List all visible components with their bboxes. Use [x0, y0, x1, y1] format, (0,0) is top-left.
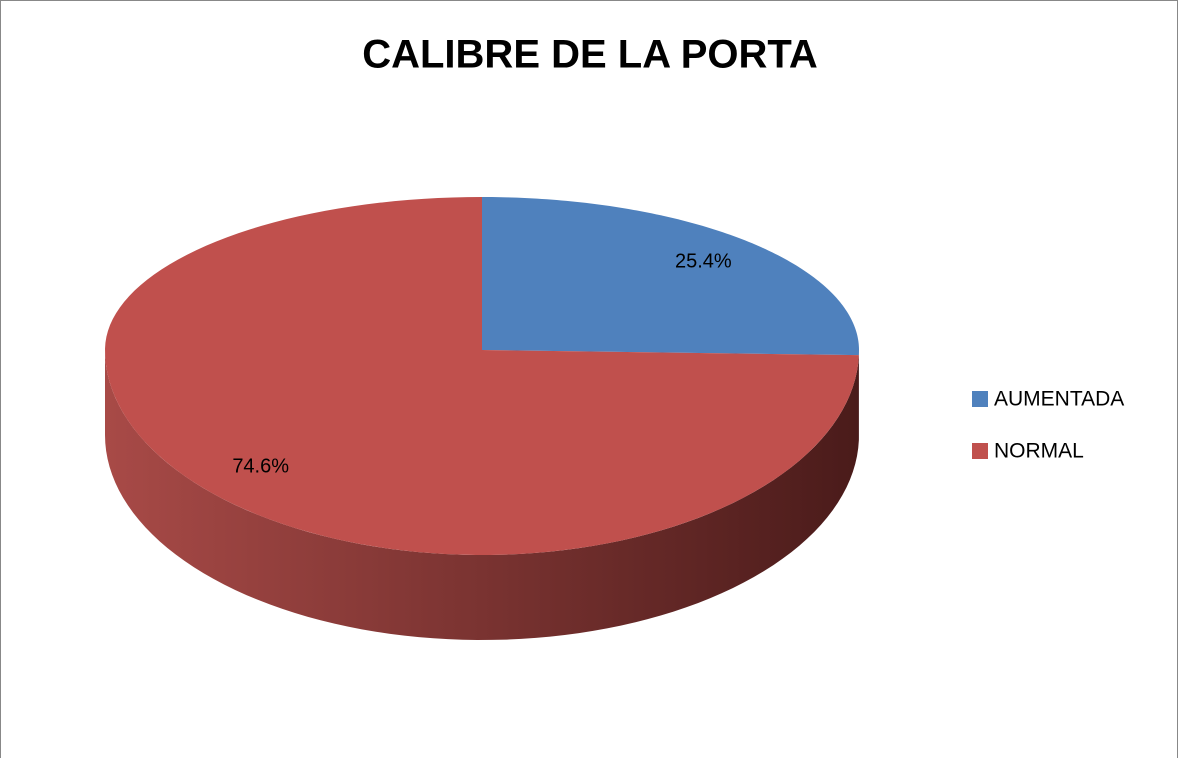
- pie-slice-side: [105, 350, 859, 640]
- pie-slice: [105, 197, 859, 555]
- chart-title: CALIBRE DE LA PORTA: [362, 33, 818, 77]
- legend-swatch: [972, 391, 988, 407]
- legend-label: NORMAL: [994, 440, 1084, 463]
- pie-slice: [482, 197, 859, 356]
- data-label: 25.4%: [675, 251, 732, 273]
- data-label: 74.6%: [232, 456, 289, 478]
- legend-label: AUMENTADA: [994, 388, 1124, 411]
- legend-swatch: [972, 443, 988, 459]
